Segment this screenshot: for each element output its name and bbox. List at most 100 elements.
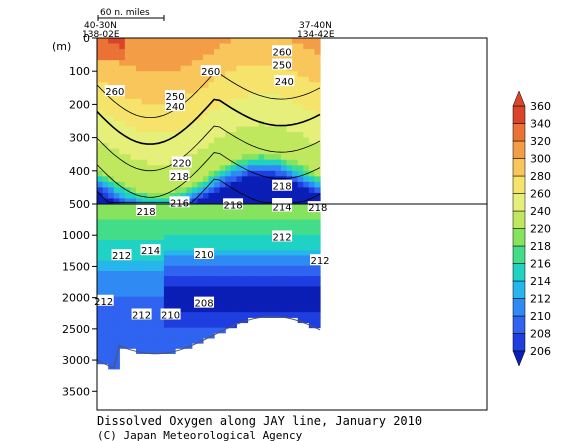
- field-cell: [253, 115, 260, 122]
- field-cell: [258, 192, 265, 200]
- field-cell: [303, 148, 310, 155]
- field-cell: [208, 322, 215, 329]
- field-cell: [186, 187, 193, 194]
- field-cell: [280, 255, 288, 262]
- contour-label: 260: [201, 67, 220, 78]
- field-cell: [147, 229, 154, 236]
- field-cell: [169, 301, 176, 308]
- contour-label: 218: [223, 200, 242, 211]
- field-cell: [152, 165, 159, 172]
- field-cell: [163, 121, 171, 128]
- field-cell: [180, 143, 187, 150]
- field-cell: [286, 312, 293, 318]
- field-cell: [152, 170, 159, 177]
- field-cell: [197, 276, 204, 282]
- field-cell: [214, 121, 221, 128]
- field-cell: [124, 286, 132, 293]
- field-cell: [175, 109, 182, 117]
- field-cell: [241, 159, 249, 166]
- field-cell: [269, 87, 276, 94]
- field-cell: [158, 276, 165, 282]
- field-cell: [247, 296, 254, 303]
- field-cell: [241, 245, 249, 251]
- field-cell: [169, 322, 176, 329]
- field-cell: [158, 255, 165, 262]
- field-cell: [124, 307, 132, 313]
- field-cell: [141, 219, 148, 226]
- field-cell: [141, 192, 148, 200]
- field-cell: [225, 214, 232, 221]
- field-cell: [292, 49, 299, 56]
- field-cell: [275, 291, 282, 298]
- field-cell: [247, 109, 254, 117]
- field-cell: [253, 229, 260, 236]
- field-cell: [208, 87, 215, 94]
- field-cell: [186, 276, 193, 282]
- field-cell: [214, 181, 221, 188]
- field-cell: [269, 54, 276, 61]
- field-cell: [236, 260, 243, 267]
- field-cell: [208, 143, 215, 150]
- field-cell: [269, 165, 276, 172]
- field-cell: [253, 307, 260, 313]
- field-cell: [308, 109, 316, 117]
- field-cell: [197, 229, 204, 236]
- field-cell: [136, 198, 143, 205]
- field-cell: [175, 71, 182, 78]
- field-cell: [280, 165, 288, 172]
- field-cell: [225, 115, 232, 122]
- field-cell: [186, 307, 193, 313]
- field-cell: [241, 49, 249, 56]
- field-cell: [124, 104, 132, 111]
- field-cell: [186, 343, 193, 349]
- field-cell: [152, 307, 159, 313]
- field-cell: [219, 82, 226, 89]
- field-cell: [230, 270, 237, 277]
- field-cell: [275, 296, 282, 303]
- field-cell: [236, 159, 243, 166]
- field-cell: [197, 148, 204, 155]
- field-cell: [303, 260, 310, 267]
- field-cell: [97, 219, 104, 226]
- field-cell: [191, 109, 198, 117]
- field-cell: [219, 170, 226, 177]
- field-cell: [236, 301, 243, 308]
- colorbar-label: 216: [530, 258, 551, 271]
- field-cell: [280, 286, 288, 293]
- field-cell: [247, 154, 254, 161]
- contour-label: 240: [275, 77, 294, 88]
- field-cell: [286, 291, 293, 298]
- field-cell: [225, 60, 232, 67]
- field-cell: [214, 98, 221, 105]
- field-cell: [297, 291, 304, 298]
- field-cell: [147, 348, 154, 354]
- field-cell: [169, 65, 176, 72]
- field-cell: [136, 337, 143, 344]
- field-cell: [169, 281, 176, 287]
- contour-labels: 2602502402602602502402202182182162182162…: [93, 45, 330, 321]
- field-cell: [247, 126, 254, 133]
- field-cell: [108, 229, 115, 236]
- field-cell: [147, 332, 154, 339]
- field-cell: [136, 348, 143, 354]
- field-cell: [214, 170, 221, 177]
- field-cell: [102, 98, 109, 105]
- field-cell: [169, 317, 176, 324]
- field-cell: [175, 132, 182, 139]
- field-cell: [286, 137, 293, 144]
- field-cell: [102, 245, 109, 251]
- field-cell: [97, 276, 104, 282]
- field-cell: [219, 245, 226, 251]
- field-cell: [202, 187, 210, 194]
- field-cell: [241, 198, 249, 205]
- colorbar-bin: [512, 333, 526, 352]
- field-cell: [113, 121, 120, 128]
- field-cell: [264, 49, 271, 56]
- field-cell: [225, 87, 232, 94]
- field-cell: [136, 148, 143, 155]
- field-cell: [253, 245, 260, 251]
- field-cell: [136, 255, 143, 262]
- field-cell: [124, 165, 132, 172]
- field-cell: [286, 250, 293, 257]
- field-cell: [236, 54, 243, 61]
